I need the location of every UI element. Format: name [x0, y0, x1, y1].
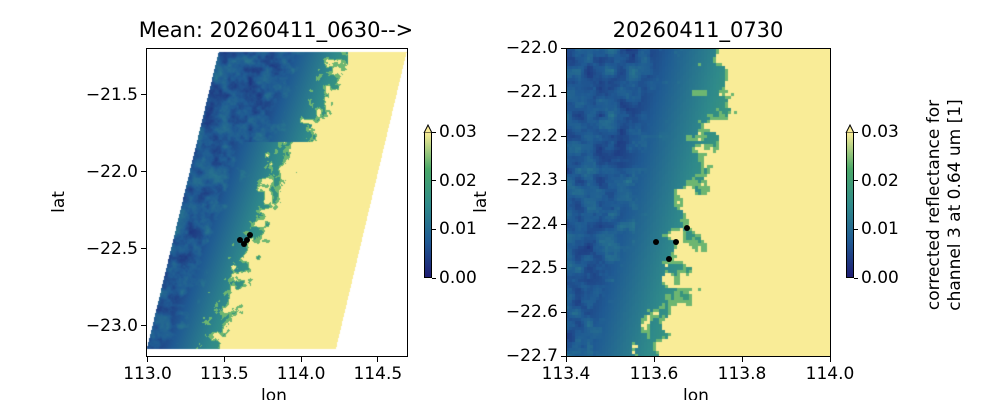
colorbar-tick-label: 0.00 — [439, 268, 477, 288]
y-tick-label: −22.5 — [505, 258, 558, 278]
y-tick-label: −21.5 — [85, 84, 138, 105]
x-tick-mark — [223, 357, 225, 362]
x-tick-mark — [653, 357, 655, 362]
data-point — [684, 225, 690, 232]
y-tick-mark — [141, 248, 146, 250]
x-tick-mark — [741, 357, 743, 362]
y-tick-mark — [561, 135, 566, 137]
x-tick-mark — [565, 357, 567, 362]
data-point — [244, 236, 251, 243]
y-tick-label: −22.5 — [85, 238, 138, 259]
colorbar-tick-label: 0.01 — [439, 219, 477, 240]
colorbar-tick-mark — [854, 180, 858, 182]
y-tick-mark — [561, 311, 566, 313]
x-tick-mark — [147, 357, 149, 362]
y-tick-mark — [561, 223, 566, 225]
y-tick-label: −22.1 — [505, 82, 558, 102]
data-point — [653, 238, 660, 245]
y-tick-label: −22.6 — [505, 302, 558, 322]
y-tick-label: −22.0 — [505, 38, 558, 58]
y-tick-label: −22.4 — [505, 214, 558, 234]
colorbar-tick-label: 0.01 — [861, 219, 899, 240]
colorbar-tick-label: 0.03 — [439, 122, 477, 142]
colorbar-tick-label: 0.03 — [861, 122, 899, 142]
y-tick-label: −22.0 — [85, 161, 138, 182]
data-point — [666, 256, 673, 263]
y-tick-mark — [561, 47, 566, 49]
colorbar-tick-mark — [432, 180, 436, 182]
y-tick-label: −22.7 — [505, 346, 558, 366]
colorbar-tick-label: 0.02 — [861, 170, 899, 191]
left-ylabel: lat — [48, 191, 69, 213]
x-tick-label: 114.0 — [805, 364, 855, 384]
left-heatmap — [146, 48, 407, 356]
left-axes — [146, 48, 408, 357]
y-tick-label: −23.0 — [85, 315, 138, 336]
colorbar — [424, 132, 432, 278]
x-tick-label: 113.6 — [629, 364, 679, 384]
colorbar-extend-arrow — [845, 124, 855, 133]
x-tick-label: 113.0 — [123, 364, 172, 384]
x-tick-label: 113.5 — [199, 364, 249, 384]
right-title: 20260411_0730 — [612, 18, 784, 42]
y-tick-mark — [561, 355, 566, 357]
left-title: Mean: 20260411_0630--> — [138, 18, 414, 42]
data-point — [673, 238, 679, 245]
data-point — [246, 232, 253, 239]
y-tick-mark — [561, 179, 566, 181]
colorbar-extend-arrow — [423, 124, 433, 133]
data-point — [241, 241, 248, 248]
colorbar-tick-label: 0.02 — [439, 170, 477, 191]
right-xlabel: lon — [683, 386, 709, 400]
colorbar-label-line2: channel 3 at 0.64 um [1] — [945, 99, 965, 311]
x-tick-mark — [377, 357, 379, 362]
y-tick-mark — [141, 171, 146, 173]
x-tick-label: 114.0 — [276, 364, 326, 384]
right-heatmap — [566, 48, 830, 356]
y-tick-label: −22.2 — [505, 126, 558, 146]
colorbar-tick-label: 0.00 — [861, 268, 899, 288]
right-ylabel: lat — [470, 191, 491, 213]
right-axes — [566, 48, 831, 357]
colorbar-label-line1: corrected reflectance for — [924, 99, 944, 311]
y-tick-mark — [141, 94, 146, 96]
colorbar-tick-mark — [432, 131, 436, 133]
y-tick-mark — [561, 267, 566, 269]
colorbar-tick-mark — [432, 228, 436, 230]
colorbar-tick-mark — [854, 131, 858, 133]
x-tick-label: 113.8 — [717, 364, 767, 384]
colorbar — [846, 132, 854, 278]
left-xlabel: lon — [261, 386, 287, 400]
x-tick-mark — [829, 357, 831, 362]
colorbar-label: corrected reflectance for channel 3 at 0… — [924, 99, 966, 310]
x-tick-label: 114.5 — [353, 364, 403, 384]
y-tick-mark — [561, 91, 566, 93]
data-point — [236, 236, 243, 243]
x-tick-label: 113.4 — [541, 364, 591, 384]
y-tick-label: −22.3 — [505, 170, 558, 190]
colorbar-tick-mark — [854, 277, 858, 279]
y-tick-mark — [141, 325, 146, 327]
colorbar-tick-mark — [432, 277, 436, 279]
colorbar-tick-mark — [854, 228, 858, 230]
x-tick-mark — [300, 357, 302, 362]
